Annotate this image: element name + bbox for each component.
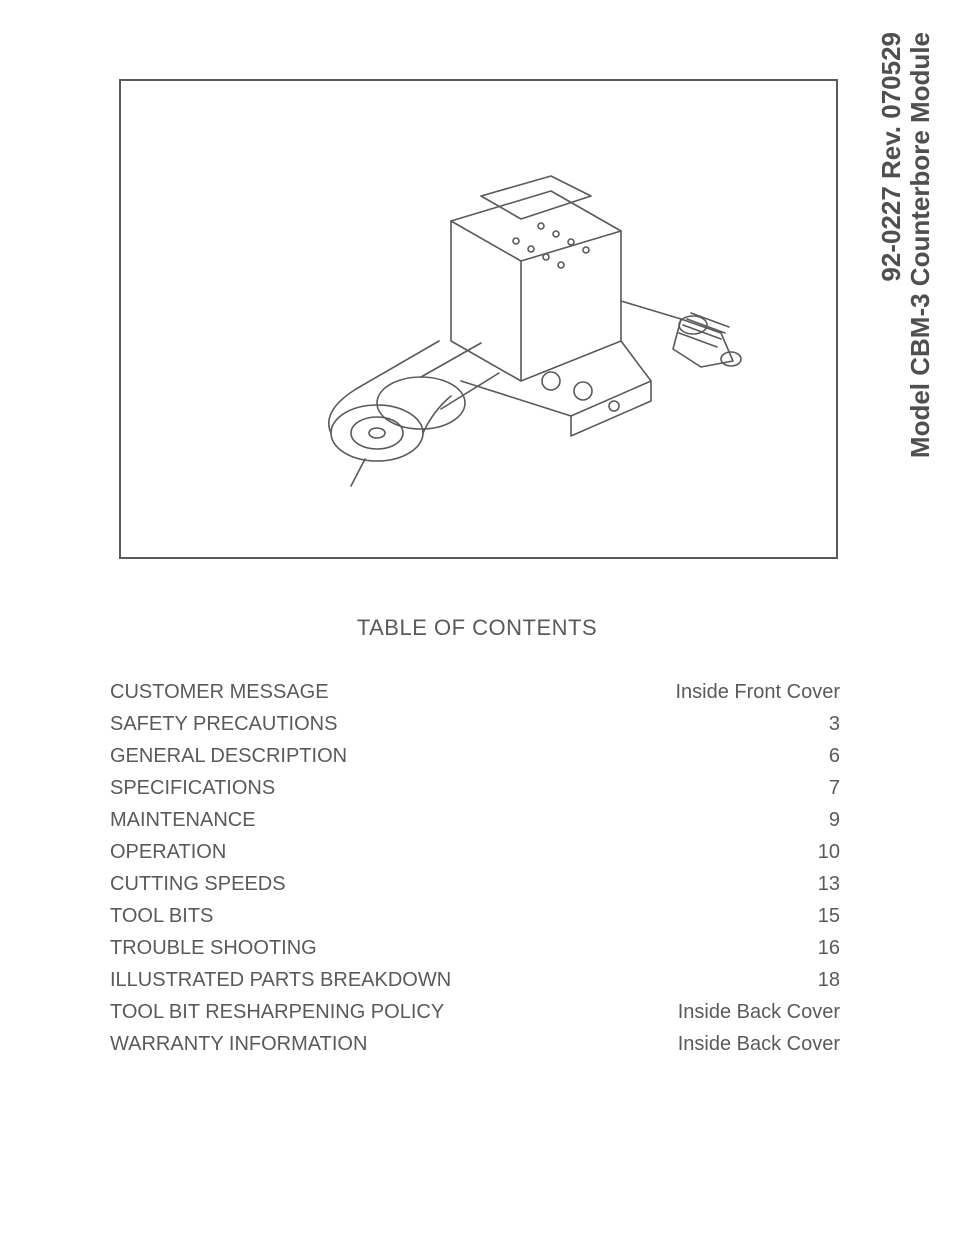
- toc-row: MAINTENANCE 9: [110, 804, 840, 836]
- side-label-line1: 92-0227 Rev. 070529: [877, 32, 906, 458]
- toc-row: GENERAL DESCRIPTION 6: [110, 740, 840, 772]
- toc-row: CUTTING SPEEDS 13: [110, 868, 840, 900]
- toc-item-title: OPERATION: [110, 836, 226, 868]
- toc-row: SPECIFICATIONS 7: [110, 772, 840, 804]
- toc-row: TOOL BITS 15: [110, 900, 840, 932]
- toc-item-title: SPECIFICATIONS: [110, 772, 275, 804]
- toc-item-page: 7: [829, 772, 840, 804]
- toc-item-title: WARRANTY INFORMATION: [110, 1028, 367, 1060]
- toc-item-page: 3: [829, 708, 840, 740]
- counterbore-module-icon: [121, 81, 836, 557]
- toc-item-page: Inside Front Cover: [675, 676, 840, 708]
- toc-item-page: 6: [829, 740, 840, 772]
- toc-item-page: 10: [818, 836, 840, 868]
- toc-item-page: 18: [818, 964, 840, 996]
- toc-item-page: Inside Back Cover: [678, 996, 840, 1028]
- toc-row: TROUBLE SHOOTING 16: [110, 932, 840, 964]
- toc-row: TOOL BIT RESHARPENING POLICY Inside Back…: [110, 996, 840, 1028]
- toc-item-page: 16: [818, 932, 840, 964]
- toc-heading: TABLE OF CONTENTS: [0, 615, 954, 641]
- toc-item-title: TOOL BITS: [110, 900, 213, 932]
- toc-item-title: CUSTOMER MESSAGE: [110, 676, 329, 708]
- document-page: 92-0227 Rev. 070529 Model CBM-3 Counterb…: [0, 0, 954, 1235]
- toc-item-title: ILLUSTRATED PARTS BREAKDOWN: [110, 964, 451, 996]
- toc-row: SAFETY PRECAUTIONS 3: [110, 708, 840, 740]
- toc-row: OPERATION 10: [110, 836, 840, 868]
- toc-row: WARRANTY INFORMATION Inside Back Cover: [110, 1028, 840, 1060]
- toc-row: CUSTOMER MESSAGE Inside Front Cover: [110, 676, 840, 708]
- toc-item-title: SAFETY PRECAUTIONS: [110, 708, 337, 740]
- toc-list: CUSTOMER MESSAGE Inside Front Cover SAFE…: [110, 676, 840, 1060]
- toc-row: ILLUSTRATED PARTS BREAKDOWN 18: [110, 964, 840, 996]
- toc-item-page: 13: [818, 868, 840, 900]
- toc-item-title: CUTTING SPEEDS: [110, 868, 286, 900]
- toc-item-title: TOOL BIT RESHARPENING POLICY: [110, 996, 444, 1028]
- toc-item-title: MAINTENANCE: [110, 804, 256, 836]
- illustration-box: [119, 79, 838, 559]
- toc-item-page: Inside Back Cover: [678, 1028, 840, 1060]
- side-label-line2: Model CBM-3 Counterbore Module: [905, 32, 934, 458]
- toc-item-page: 15: [818, 900, 840, 932]
- toc-item-title: TROUBLE SHOOTING: [110, 932, 317, 964]
- toc-item-title: GENERAL DESCRIPTION: [110, 740, 347, 772]
- side-label: 92-0227 Rev. 070529 Model CBM-3 Counterb…: [877, 32, 934, 458]
- toc-item-page: 9: [829, 804, 840, 836]
